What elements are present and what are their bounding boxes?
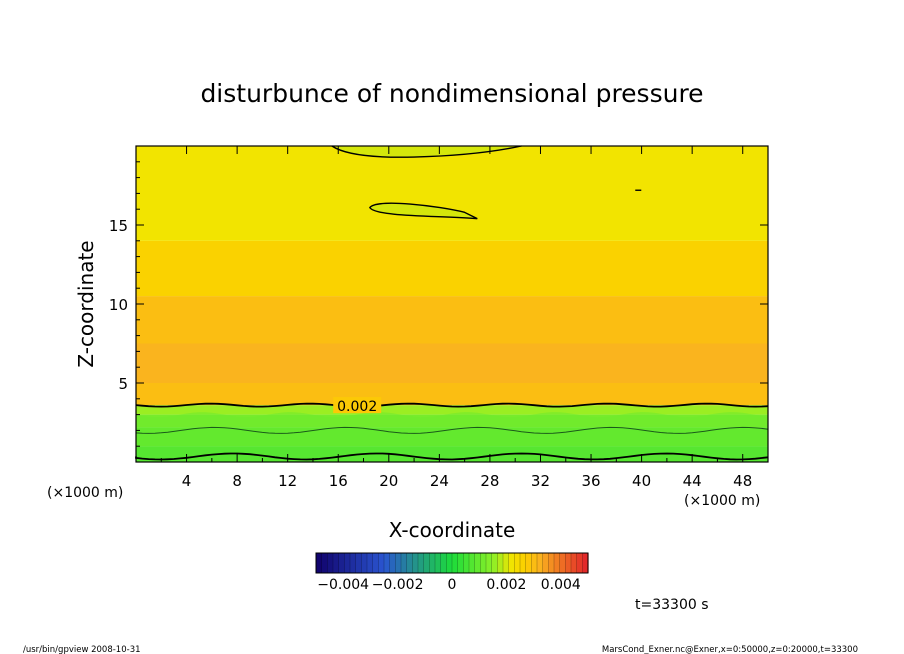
colorbar-tick-label: −0.004 [317, 577, 369, 593]
plot-area [135, 145, 769, 462]
colorbar-cell [423, 553, 430, 573]
colorbar-ticks: −0.004 −0.002 0 0.002 0.004 [317, 577, 581, 593]
colorbar-cell [350, 553, 357, 573]
x-tick-label: 28 [480, 472, 499, 490]
y-tick-label: 15 [109, 217, 128, 235]
colorbar-cell [355, 553, 362, 573]
x-tick-label: 24 [430, 472, 449, 490]
x-tick-label: 4 [182, 472, 192, 490]
contour-line [135, 452, 769, 461]
colorbar-cell [435, 553, 442, 573]
field-band [136, 343, 768, 383]
colorbar-cell [321, 553, 328, 573]
colorbar-cell [497, 553, 504, 573]
chart-title: disturbunce of nondimensional pressure [200, 79, 703, 108]
contour-line [331, 145, 522, 158]
colorbar-cell [576, 553, 583, 573]
x-tick-label: 32 [531, 472, 550, 490]
field-band [136, 240, 768, 297]
x-tick-label: 44 [683, 472, 702, 490]
colorbar-cell [406, 553, 413, 573]
contour-label-bg [333, 397, 382, 414]
x-tick-label: 8 [232, 472, 242, 490]
x-tick-label: 36 [581, 472, 600, 490]
field-band [136, 146, 768, 241]
colorbar-cell [446, 553, 453, 573]
footer-left: /usr/bin/gpview 2008-10-31 [23, 645, 141, 654]
colorbar-cell [565, 553, 572, 573]
field-band [136, 405, 768, 415]
colorbar-cell [338, 553, 345, 573]
colorbar-cell [531, 553, 538, 573]
contour-line [135, 402, 769, 408]
colorbar-cell [452, 553, 459, 573]
colorbar-cell [554, 553, 561, 573]
x-axis: 4 8 12 16 20 24 28 32 36 40 44 48 [160, 146, 752, 490]
field-band [136, 412, 768, 462]
contour-line [135, 426, 769, 434]
colorbar-cell [418, 553, 425, 573]
colorbar-cell [525, 553, 532, 573]
contour-label: 0.002 [337, 399, 377, 415]
colorbar-cell [469, 553, 476, 573]
colorbar-tick-label: 0 [448, 577, 457, 593]
colorbar-cell [474, 553, 481, 573]
colorbar-cell [548, 553, 555, 573]
x-axis-label: X-coordinate [389, 518, 516, 542]
x-unit-right: (×1000 m) [684, 493, 760, 509]
x-tick-label: 48 [733, 472, 752, 490]
colorbar-cell [457, 553, 464, 573]
colorbar-tick-label: 0.004 [541, 577, 581, 593]
x-unit-left: (×1000 m) [47, 485, 123, 501]
colorbar-cell [440, 553, 447, 573]
colorbar-tick-label: −0.002 [372, 577, 424, 593]
colorbar-cell [582, 553, 589, 573]
y-tick-label: 5 [118, 375, 128, 393]
x-tick-label: 20 [379, 472, 398, 490]
colorbar-cell [401, 553, 408, 573]
colorbar-cell [333, 553, 340, 573]
field-band [136, 383, 768, 406]
colorbar-cell [571, 553, 578, 573]
time-label: t=33300 s [635, 597, 709, 613]
colorbar-cell [361, 553, 368, 573]
colorbar-cell [372, 553, 379, 573]
colorbar-cell [537, 553, 544, 573]
x-tick-label: 16 [329, 472, 348, 490]
colorbar-cell [412, 553, 419, 573]
colorbar-cell [503, 553, 510, 573]
colorbar-cell [327, 553, 334, 573]
colorbar-cell [520, 553, 527, 573]
colorbar-cell [542, 553, 549, 573]
y-tick-label: 10 [109, 296, 128, 314]
x-tick-label: 40 [632, 472, 651, 490]
colorbar-cell [344, 553, 351, 573]
colorbar-cell [559, 553, 566, 573]
colorbar-cell [378, 553, 385, 573]
y-axis: 5 10 15 [109, 161, 768, 447]
footer-right: MarsCond_Exner.nc@Exner,x=0:50000,z=0:20… [602, 645, 858, 654]
colorbar-cell [480, 553, 487, 573]
y-axis-label: Z-coordinate [74, 240, 98, 367]
colorbar-cell [514, 553, 521, 573]
colorbar-tick-label: 0.002 [486, 577, 526, 593]
colorbar-cell [429, 553, 436, 573]
colorbar-cell [491, 553, 498, 573]
colorbar [315, 552, 589, 574]
colorbar-cell [463, 553, 470, 573]
colorbar-frame [315, 552, 589, 574]
colorbar-cell [367, 553, 374, 573]
colorbar-cell [395, 553, 402, 573]
contour-line [368, 202, 478, 220]
x-tick-label: 12 [278, 472, 297, 490]
colorbar-cell [508, 553, 515, 573]
colorbar-cell [316, 553, 323, 573]
colorbar-cell [486, 553, 493, 573]
field-band [136, 296, 768, 344]
colorbar-cell [389, 553, 396, 573]
colorbar-cell [384, 553, 391, 573]
